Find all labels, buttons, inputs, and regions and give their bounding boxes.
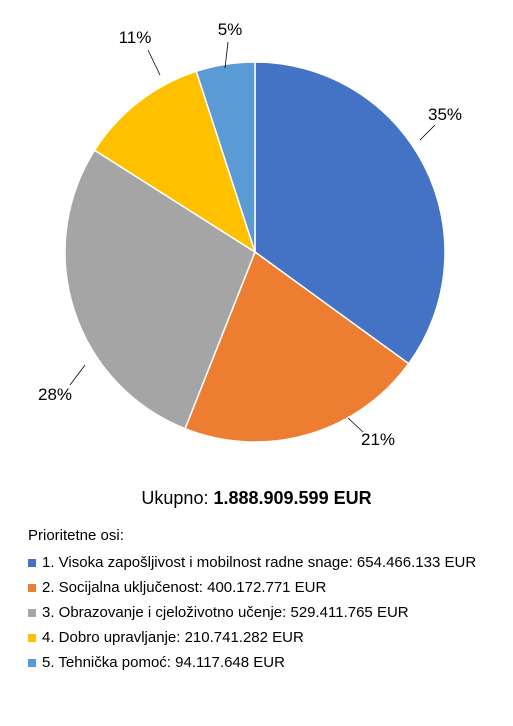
- legend-title: Prioritetne osi:: [28, 527, 513, 544]
- legend: Prioritetne osi: 1. Visoka zapošljivost …: [0, 527, 513, 671]
- legend-marker: [28, 634, 36, 642]
- legend-text: 1. Visoka zapošljivost i mobilnost radne…: [42, 554, 476, 571]
- leader-line: [148, 50, 160, 75]
- pie-chart: 35% 21% 28% 11% 5%: [0, 0, 513, 480]
- legend-text: 2. Socijalna uključenost: 400.172.771 EU…: [42, 579, 326, 596]
- legend-marker: [28, 609, 36, 617]
- legend-text: 3. Obrazovanje i cjeloživotno učenje: 52…: [42, 604, 409, 621]
- legend-row: 4. Dobro upravljanje: 210.741.282 EUR: [28, 629, 513, 646]
- pct-label: 28%: [38, 385, 72, 405]
- legend-marker: [28, 584, 36, 592]
- legend-row: 3. Obrazovanje i cjeloživotno učenje: 52…: [28, 604, 513, 621]
- legend-row: 5. Tehnička pomoć: 94.117.648 EUR: [28, 654, 513, 671]
- total-line: Ukupno: 1.888.909.599 EUR: [0, 488, 513, 509]
- leader-line: [70, 365, 85, 385]
- pct-label: 5%: [218, 20, 243, 40]
- legend-text: 4. Dobro upravljanje: 210.741.282 EUR: [42, 629, 304, 646]
- pct-label: 11%: [119, 28, 152, 48]
- total-value: 1.888.909.599 EUR: [213, 488, 371, 508]
- legend-text: 5. Tehnička pomoć: 94.117.648 EUR: [42, 654, 285, 671]
- legend-row: 1. Visoka zapošljivost i mobilnost radne…: [28, 554, 513, 571]
- legend-marker: [28, 659, 36, 667]
- leader-line: [420, 125, 435, 140]
- total-label: Ukupno:: [141, 488, 208, 508]
- legend-row: 2. Socijalna uključenost: 400.172.771 EU…: [28, 579, 513, 596]
- pct-label: 35%: [428, 105, 462, 125]
- pct-label: 21%: [361, 430, 395, 450]
- legend-marker: [28, 559, 36, 567]
- pie-svg: [0, 0, 513, 480]
